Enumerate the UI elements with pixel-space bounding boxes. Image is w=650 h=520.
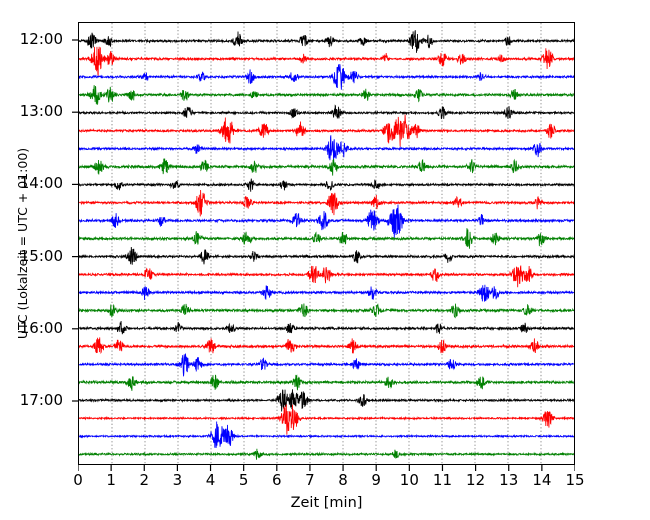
trace-1715 bbox=[79, 404, 574, 435]
x-tick-label-4: 4 bbox=[205, 471, 216, 489]
trace-1245 bbox=[79, 85, 574, 105]
trace-1430 bbox=[79, 204, 574, 239]
trace-1215 bbox=[79, 46, 574, 77]
y-tick-label-1200: 12:00 bbox=[19, 30, 63, 48]
trace-1345 bbox=[79, 158, 574, 176]
trace-1300 bbox=[79, 104, 574, 120]
trace-1515 bbox=[79, 265, 574, 288]
x-tick-label-5: 5 bbox=[238, 471, 249, 489]
trace-1315 bbox=[79, 114, 574, 147]
trace-1445 bbox=[79, 228, 574, 249]
y-tick-label-1600: 16:00 bbox=[19, 318, 63, 337]
x-tick-label-15: 15 bbox=[565, 471, 585, 489]
trace-1530 bbox=[79, 284, 574, 302]
x-tick-label-11: 11 bbox=[432, 471, 452, 489]
trace-1200 bbox=[79, 30, 574, 53]
x-tick-label-2: 2 bbox=[139, 471, 150, 489]
y-tick-label-1400: 14:00 bbox=[19, 174, 63, 193]
x-tick-label-10: 10 bbox=[399, 471, 419, 489]
trace-1615 bbox=[79, 337, 574, 355]
trace-1600 bbox=[79, 321, 574, 335]
x-axis-ticks bbox=[78, 465, 575, 471]
trace-1545 bbox=[79, 303, 574, 319]
y-axis-ticks bbox=[72, 39, 79, 402]
x-tick-label-12: 12 bbox=[466, 471, 486, 489]
x-axis-tick-labels: 0 1 2 3 4 5 6 7 8 9 10 11 12 13 14 15 bbox=[73, 471, 584, 493]
y-tick-label-1700: 17:00 bbox=[19, 391, 63, 409]
trace-1330 bbox=[79, 135, 574, 165]
x-tick-label-6: 6 bbox=[272, 471, 282, 489]
trace-1400 bbox=[79, 178, 574, 192]
x-tick-label-9: 9 bbox=[371, 471, 381, 489]
x-tick-label-7: 7 bbox=[305, 471, 315, 489]
trace-1745 bbox=[79, 448, 574, 460]
trace-1630 bbox=[79, 353, 574, 377]
trace-1700 bbox=[79, 389, 574, 412]
trace-1415 bbox=[79, 189, 574, 217]
seismic-traces bbox=[79, 30, 574, 460]
x-tick-label-14: 14 bbox=[532, 471, 552, 489]
y-axis-tick-labels: 12:00 13:00 14:00 15:00 16:00 17:00 bbox=[0, 0, 71, 520]
plot-area[interactable] bbox=[78, 22, 575, 465]
x-tick-label-3: 3 bbox=[172, 471, 183, 489]
trace-1500 bbox=[79, 246, 574, 265]
trace-1730 bbox=[79, 421, 574, 449]
y-tick-label-1500: 15:00 bbox=[19, 246, 63, 265]
trace-1645 bbox=[79, 374, 574, 391]
x-tick-label-0: 0 bbox=[73, 471, 83, 489]
x-axis-label: Zeit [min] bbox=[290, 495, 363, 511]
x-tick-label-8: 8 bbox=[338, 471, 348, 489]
trace-1230 bbox=[79, 64, 574, 90]
x-tick-label-1: 1 bbox=[106, 471, 116, 489]
y-tick-label-1300: 13:00 bbox=[19, 102, 63, 121]
x-tick-label-13: 13 bbox=[499, 471, 519, 489]
